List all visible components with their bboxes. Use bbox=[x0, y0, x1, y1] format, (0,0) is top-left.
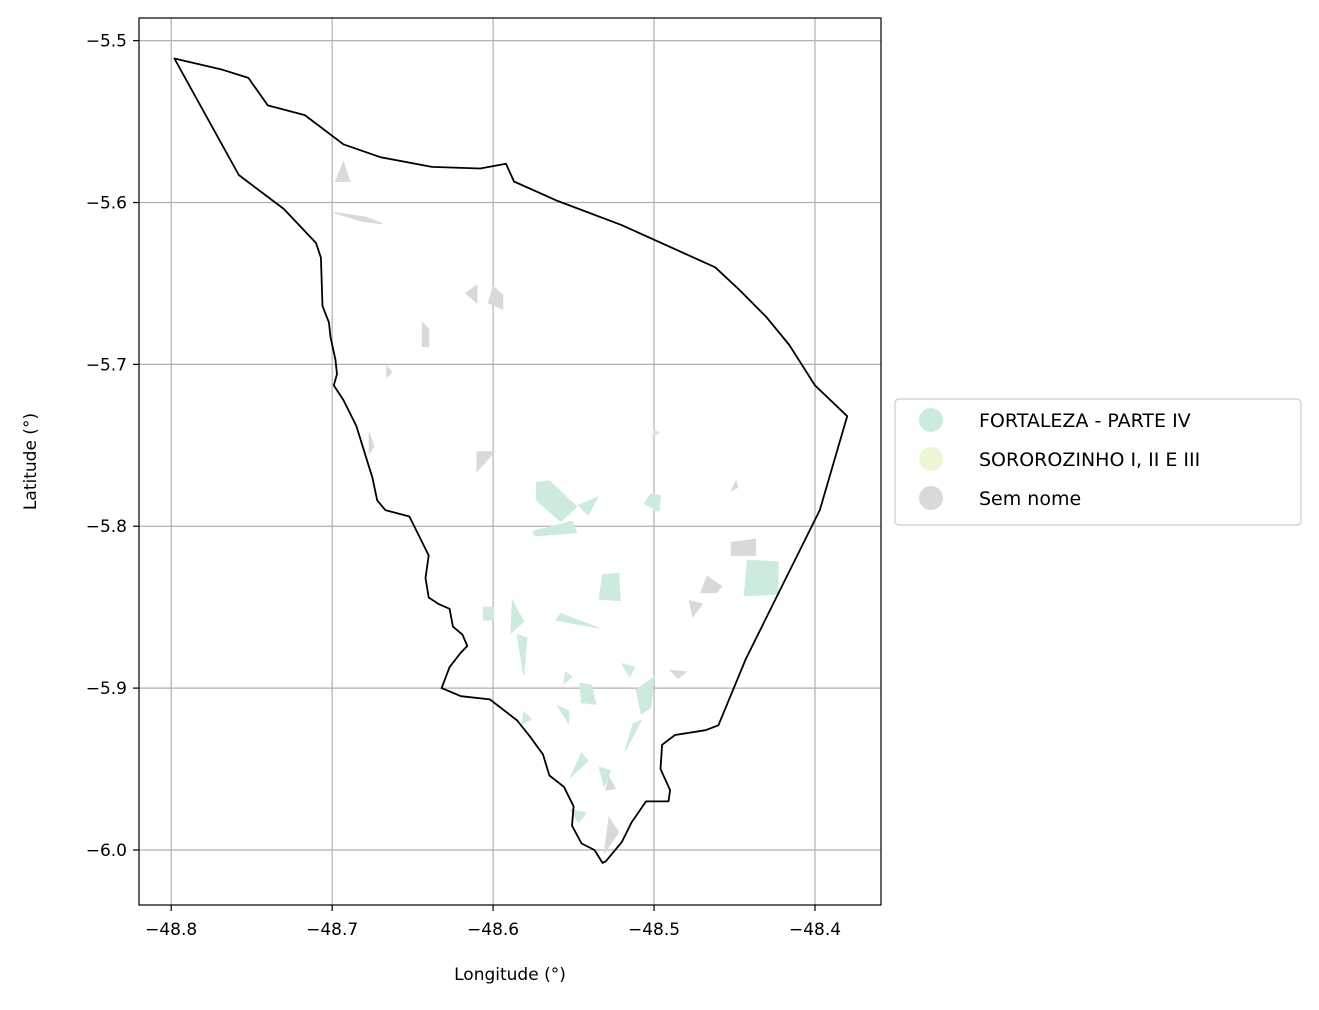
x-tick-label: −48.8 bbox=[145, 920, 197, 940]
sem-nome-region bbox=[603, 816, 620, 854]
x-tick-label: −48.6 bbox=[467, 920, 519, 940]
fortaleza-parte-iv-region bbox=[651, 430, 660, 439]
x-tick-label: −48.4 bbox=[789, 920, 841, 940]
legend-marker bbox=[919, 486, 943, 510]
legend-marker bbox=[919, 408, 943, 432]
sem-nome-region bbox=[386, 364, 393, 379]
legend-box bbox=[894, 398, 1302, 526]
grid-lines bbox=[139, 18, 881, 905]
sem-nome-region bbox=[730, 479, 739, 492]
x-tick-label: −48.7 bbox=[306, 920, 358, 940]
fortaleza-parte-iv-region bbox=[743, 559, 779, 597]
fortaleza-parte-iv-region bbox=[569, 751, 589, 778]
fortaleza-parte-iv-region bbox=[643, 493, 662, 513]
sem-nome-region bbox=[699, 575, 723, 594]
fortaleza-parte-iv-region bbox=[579, 682, 597, 705]
y-tick-label: −5.5 bbox=[86, 32, 127, 52]
region-polygons bbox=[331, 160, 779, 854]
sem-nome-region bbox=[605, 775, 617, 791]
sem-nome-region bbox=[464, 284, 478, 304]
fortaleza-parte-iv-region bbox=[598, 572, 621, 602]
fortaleza-parte-iv-region bbox=[516, 633, 528, 676]
axis-ticks: −48.8 −48.7 −48.6 −48.5 −48.4 −5.5 −5.6 −5.7 −5.… bbox=[86, 32, 841, 940]
fortaleza-parte-iv-region bbox=[598, 766, 612, 789]
fortaleza-parte-iv-region bbox=[569, 808, 588, 824]
sem-nome-region bbox=[368, 432, 375, 455]
sem-nome-region bbox=[487, 285, 504, 311]
fortaleza-parte-iv-region bbox=[536, 480, 578, 523]
y-tick-label: −5.9 bbox=[86, 679, 127, 699]
fortaleza-parte-iv-region bbox=[563, 670, 573, 685]
fortaleza-parte-iv-region bbox=[620, 663, 636, 678]
fortaleza-parte-iv-region bbox=[482, 606, 494, 621]
sem-nome-region bbox=[476, 451, 496, 473]
fortaleza-parte-iv-region bbox=[532, 520, 578, 537]
sem-nome-region bbox=[421, 321, 430, 348]
fortaleza-parte-iv-region bbox=[577, 496, 599, 516]
x-tick-label: −48.5 bbox=[628, 920, 680, 940]
fortaleza-parte-iv-region bbox=[556, 704, 570, 726]
legend-label: FORTALEZA - PARTE IV bbox=[979, 410, 1191, 432]
x-axis-label: Longitude (°) bbox=[454, 965, 566, 985]
fortaleza-parte-iv-region bbox=[555, 612, 600, 629]
y-tick-label: −5.8 bbox=[86, 517, 127, 537]
municipality-boundary bbox=[173, 57, 849, 864]
legend-marker bbox=[919, 447, 943, 471]
y-tick-label: −5.6 bbox=[86, 194, 127, 214]
legend-label: Sem nome bbox=[979, 488, 1081, 510]
y-axis-label: Latitude (°) bbox=[21, 413, 41, 510]
y-tick-label: −6.0 bbox=[86, 841, 127, 861]
sem-nome-region bbox=[331, 211, 383, 225]
sem-nome-region bbox=[688, 600, 704, 619]
sem-nome-region bbox=[730, 538, 756, 556]
axes-frame bbox=[138, 17, 882, 906]
sem-nome-region bbox=[334, 160, 351, 182]
fortaleza-parte-iv-region bbox=[521, 711, 533, 725]
fortaleza-parte-iv-region bbox=[510, 598, 525, 635]
boundary-outline bbox=[173, 57, 849, 864]
legend-label: SOROROZINHO I, II E III bbox=[979, 449, 1200, 471]
sem-nome-region bbox=[668, 669, 688, 680]
legend: FORTALEZA - PARTE IV SOROROZINHO I, II E … bbox=[894, 398, 1302, 526]
y-tick-label: −5.7 bbox=[86, 355, 127, 375]
fortaleza-parte-iv-region bbox=[635, 675, 655, 715]
fortaleza-parte-iv-region bbox=[624, 719, 643, 752]
